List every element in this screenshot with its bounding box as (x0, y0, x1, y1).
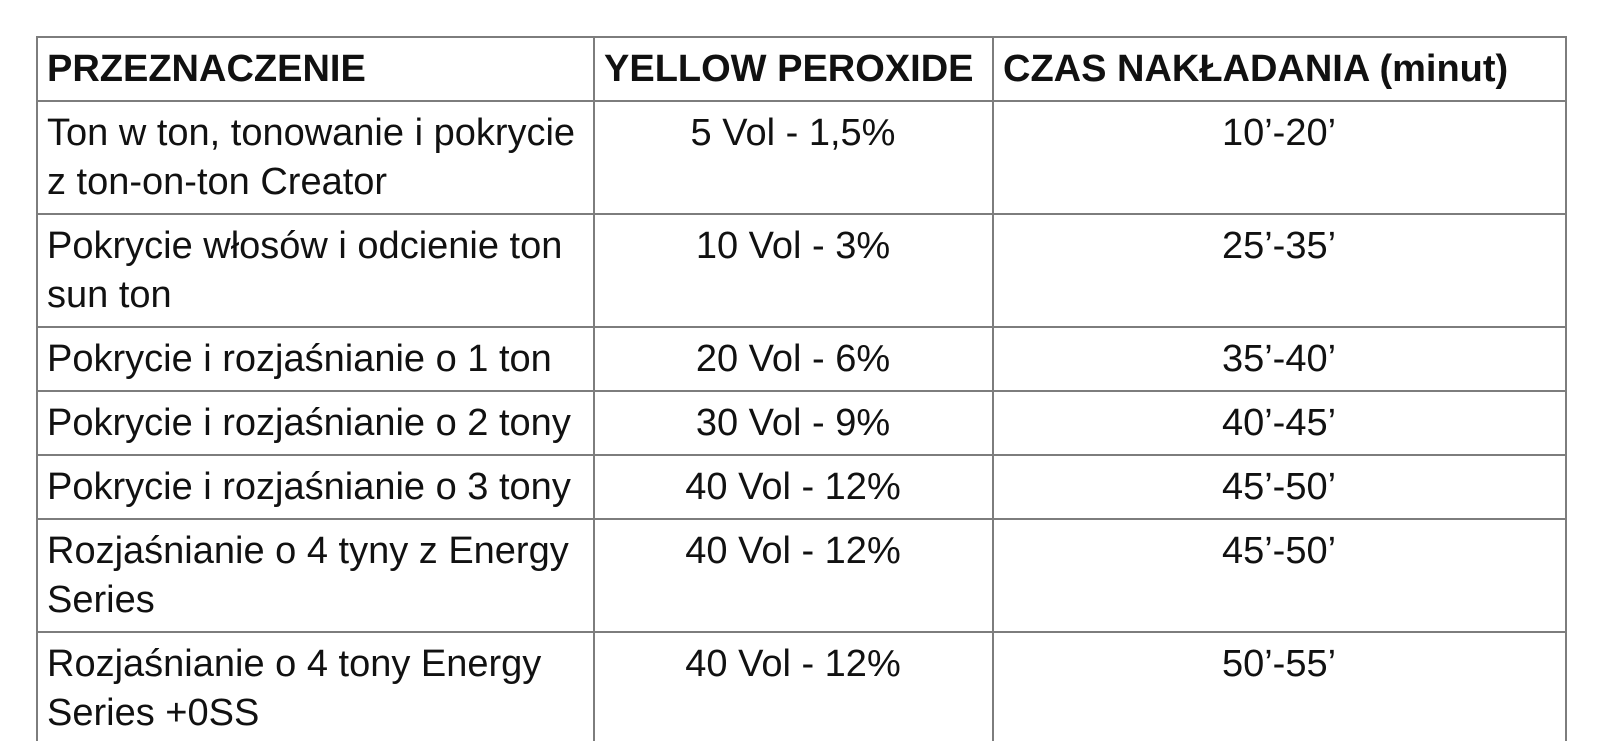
table-row: Pokrycie i rozjaśnianie o 3 tony 40 Vol … (36, 454, 1567, 520)
peroxide-cell: 30 Vol - 9% (593, 390, 994, 456)
purpose-cell: Rozjaśnianie o 4 tony Energy Series +0SS (36, 631, 595, 741)
peroxide-cell: 40 Vol - 12% (593, 454, 994, 520)
time-cell: 10’-20’ (992, 100, 1567, 215)
peroxide-cell: 5 Vol - 1,5% (593, 100, 994, 215)
peroxide-cell: 10 Vol - 3% (593, 213, 994, 328)
column-header-czas-nakladania: CZAS NAKŁADANIA (minut) (992, 36, 1567, 102)
time-cell: 50’-55’ (992, 631, 1567, 741)
purpose-cell: Pokrycie i rozjaśnianie o 2 tony (36, 390, 595, 456)
column-header-przeznaczenie: PRZEZNACZENIE (36, 36, 595, 102)
table-row: Pokrycie i rozjaśnianie o 1 ton 20 Vol -… (36, 326, 1567, 392)
table-row: Pokrycie włosów i odcienie ton sun ton 1… (36, 213, 1567, 328)
table-row: Rozjaśnianie o 4 tony Energy Series +0SS… (36, 631, 1567, 741)
peroxide-cell: 20 Vol - 6% (593, 326, 994, 392)
peroxide-cell: 40 Vol - 12% (593, 631, 994, 741)
header-row: PRZEZNACZENIE YELLOW PEROXIDE CZAS NAKŁA… (36, 36, 1567, 102)
table-row: Pokrycie i rozjaśnianie o 2 tony 30 Vol … (36, 390, 1567, 456)
purpose-cell: Pokrycie i rozjaśnianie o 3 tony (36, 454, 595, 520)
time-cell: 35’-40’ (992, 326, 1567, 392)
peroxide-cell: 40 Vol - 12% (593, 518, 994, 633)
purpose-cell: Ton w ton, tonowanie i pokrycie z ton-on… (36, 100, 595, 215)
time-cell: 45’-50’ (992, 454, 1567, 520)
table-row: Rozjaśnianie o 4 tyny z Energy Series 40… (36, 518, 1567, 633)
purpose-cell: Pokrycie i rozjaśnianie o 1 ton (36, 326, 595, 392)
purpose-cell: Pokrycie włosów i odcienie ton sun ton (36, 213, 595, 328)
purpose-cell: Rozjaśnianie o 4 tyny z Energy Series (36, 518, 595, 633)
peroxide-table: PRZEZNACZENIE YELLOW PEROXIDE CZAS NAKŁA… (36, 36, 1567, 741)
time-cell: 40’-45’ (992, 390, 1567, 456)
time-cell: 25’-35’ (992, 213, 1567, 328)
time-cell: 45’-50’ (992, 518, 1567, 633)
table-row: Ton w ton, tonowanie i pokrycie z ton-on… (36, 100, 1567, 215)
column-header-yellow-peroxide: YELLOW PEROXIDE (593, 36, 994, 102)
